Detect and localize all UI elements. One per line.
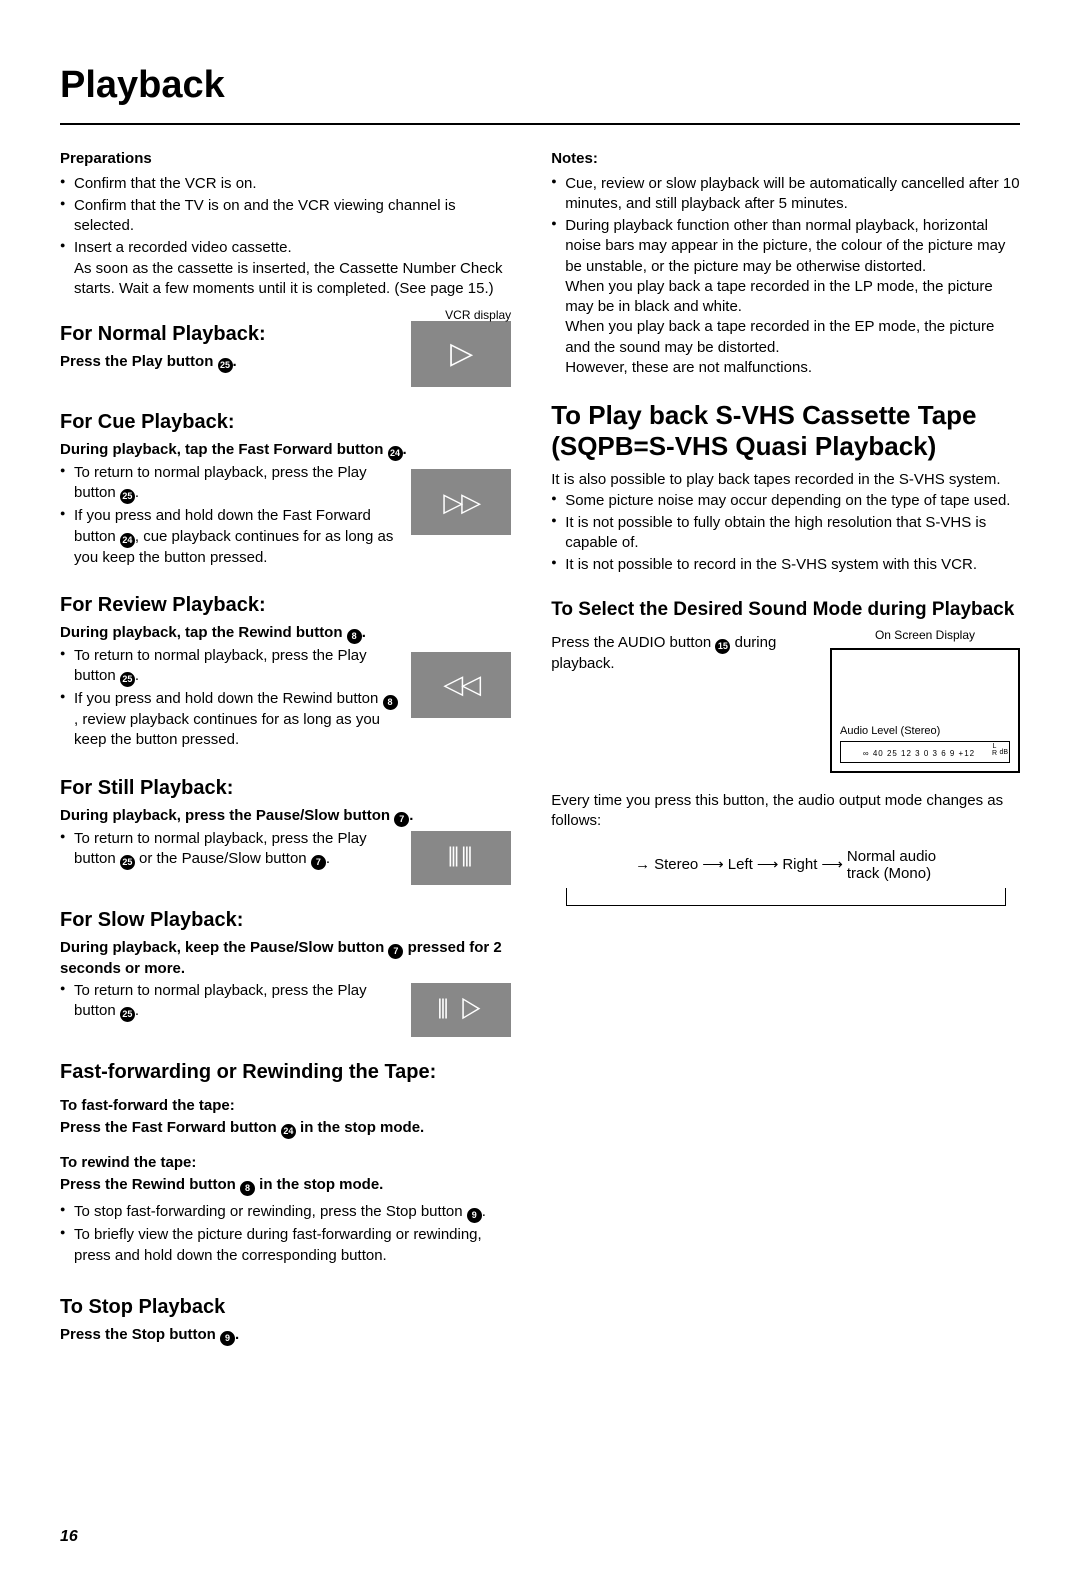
- rw-instruction: Press the Rewind button 8 in the stop mo…: [60, 1175, 511, 1196]
- arrow-icon: ⟶: [702, 855, 724, 875]
- list-item: During playback function other than norm…: [551, 216, 1020, 378]
- ref-icon: 8: [383, 695, 398, 710]
- page-title: Playback: [60, 60, 1020, 125]
- notes-heading: Notes:: [551, 149, 1020, 169]
- sound-mode-section: To Select the Desired Sound Mode during …: [551, 598, 1020, 906]
- ref-icon: 24: [281, 1124, 296, 1139]
- ff-rew-section: Fast-forwarding or Rewinding the Tape: T…: [60, 1059, 511, 1266]
- still-playback-instruction: During playback, press the Pause/Slow bu…: [60, 806, 511, 827]
- ref-icon: 7: [311, 855, 326, 870]
- ref-icon: 9: [467, 1208, 482, 1223]
- slow-playback-section: For Slow Playback: During playback, keep…: [60, 907, 511, 1037]
- ffrew-list: To stop fast-forwarding or rewinding, pr…: [60, 1202, 511, 1266]
- review-playback-section: For Review Playback: During playback, ta…: [60, 592, 511, 753]
- flow-loop-line: [566, 888, 1006, 906]
- preparations-section: Preparations Confirm that the VCR is on.…: [60, 149, 511, 299]
- notes-section: Notes: Cue, review or slow playback will…: [551, 149, 1020, 378]
- rw-label: To rewind the tape:: [60, 1153, 511, 1173]
- list-item: It is not possible to record in the S-VH…: [551, 555, 1020, 575]
- arrow-icon: →: [635, 855, 650, 875]
- review-list: To return to normal playback, press the …: [60, 646, 511, 751]
- ref-icon: 15: [715, 639, 730, 654]
- ff-label: To fast-forward the tape:: [60, 1096, 511, 1116]
- list-item: To return to normal playback, press the …: [60, 829, 511, 870]
- ff-instruction: Press the Fast Forward button 24 in the …: [60, 1118, 511, 1139]
- left-column: Preparations Confirm that the VCR is on.…: [60, 149, 511, 1547]
- review-playback-instruction: During playback, tap the Rewind button 8…: [60, 623, 511, 644]
- arrow-icon: ⟶: [821, 855, 843, 875]
- svhs-section: To Play back S-VHS Cassette Tape (SQPB=S…: [551, 400, 1020, 576]
- list-item: Some picture noise may occur depending o…: [551, 491, 1020, 511]
- flow-left: Left: [728, 855, 753, 875]
- prep-item: Insert a recorded video cassette. As soo…: [60, 238, 511, 299]
- vcr-display-label: VCR display: [445, 307, 511, 323]
- ref-icon: 25: [218, 358, 233, 373]
- still-playback-section: For Still Playback: During playback, pre…: [60, 775, 511, 885]
- still-playback-heading: For Still Playback:: [60, 775, 511, 802]
- list-item: It is not possible to fully obtain the h…: [551, 513, 1020, 554]
- svhs-intro: It is also possible to play back tapes r…: [551, 470, 1020, 490]
- flow-right: Right: [782, 855, 817, 875]
- notes-list: Cue, review or slow playback will be aut…: [551, 174, 1020, 379]
- svhs-heading: To Play back S-VHS Cassette Tape (SQPB=S…: [551, 400, 1020, 462]
- prep-item: Confirm that the TV is on and the VCR vi…: [60, 196, 511, 237]
- ref-icon: 24: [120, 533, 135, 548]
- ref-icon: 8: [240, 1181, 255, 1196]
- normal-playback-section: VCR display ▷ For Normal Playback: Press…: [60, 321, 511, 387]
- arrow-icon: ⟶: [757, 855, 779, 875]
- list-item: To stop fast-forwarding or rewinding, pr…: [60, 1202, 511, 1223]
- flow-mono: Normal audio track (Mono): [847, 849, 936, 882]
- vcr-display-play-icon: ▷: [411, 321, 511, 387]
- list-item: Cue, review or slow playback will be aut…: [551, 174, 1020, 215]
- ff-rew-heading: Fast-forwarding or Rewinding the Tape:: [60, 1059, 511, 1086]
- osd-group: On Screen Display Audio Level (Stereo) L…: [830, 627, 1020, 772]
- stop-playback-section: To Stop Playback Press the Stop button 9…: [60, 1294, 511, 1346]
- list-item: If you press and hold down the Fast Forw…: [60, 506, 511, 568]
- prep-item: Confirm that the VCR is on.: [60, 174, 511, 194]
- cue-playback-heading: For Cue Playback:: [60, 409, 511, 436]
- preparations-list: Confirm that the VCR is on. Confirm that…: [60, 174, 511, 300]
- ref-icon: 24: [388, 446, 403, 461]
- ref-icon: 8: [347, 629, 362, 644]
- review-playback-heading: For Review Playback:: [60, 592, 511, 619]
- sound-mode-heading: To Select the Desired Sound Mode during …: [551, 598, 1020, 622]
- flow-stereo: Stereo: [654, 855, 698, 875]
- osd-db: dB: [999, 748, 1008, 757]
- osd-title: Audio Level (Stereo): [840, 724, 1010, 739]
- list-item: To return to normal playback, press the …: [60, 646, 511, 687]
- audio-mode-flow: → Stereo ⟶ Left ⟶ Right ⟶ Normal audio t…: [551, 831, 1020, 906]
- page-number: 16: [60, 1526, 511, 1548]
- preparations-heading: Preparations: [60, 149, 511, 169]
- ref-icon: 7: [394, 812, 409, 827]
- cue-list: To return to normal playback, press the …: [60, 463, 511, 568]
- stop-playback-instruction: Press the Stop button 9.: [60, 1325, 511, 1346]
- slow-playback-heading: For Slow Playback:: [60, 907, 511, 934]
- ref-icon: 25: [120, 1007, 135, 1022]
- right-column: Notes: Cue, review or slow playback will…: [551, 149, 1020, 1547]
- osd-box: Audio Level (Stereo) LR ∞ 40 25 12 3 0 3…: [830, 648, 1020, 773]
- slow-list: To return to normal playback, press the …: [60, 981, 511, 1022]
- osd-ticks: ∞ 40 25 12 3 0 3 6 9 +12: [843, 749, 995, 760]
- content-columns: Preparations Confirm that the VCR is on.…: [60, 149, 1020, 1547]
- ref-icon: 7: [388, 944, 403, 959]
- list-item: To briefly view the picture during fast-…: [60, 1225, 511, 1266]
- osd-label: On Screen Display: [830, 627, 1020, 643]
- cue-playback-section: For Cue Playback: During playback, tap t…: [60, 409, 511, 570]
- stop-playback-heading: To Stop Playback: [60, 1294, 511, 1321]
- list-item: To return to normal playback, press the …: [60, 463, 511, 504]
- still-list: To return to normal playback, press the …: [60, 829, 511, 870]
- slow-playback-instruction: During playback, keep the Pause/Slow but…: [60, 938, 511, 979]
- ref-icon: 9: [220, 1331, 235, 1346]
- cue-playback-instruction: During playback, tap the Fast Forward bu…: [60, 440, 511, 461]
- list-item: If you press and hold down the Rewind bu…: [60, 689, 511, 751]
- list-item: To return to normal playback, press the …: [60, 981, 511, 1022]
- ref-icon: 25: [120, 855, 135, 870]
- osd-meter: LR ∞ 40 25 12 3 0 3 6 9 +12 dB: [840, 741, 1010, 763]
- ref-icon: 25: [120, 489, 135, 504]
- svhs-list: Some picture noise may occur depending o…: [551, 491, 1020, 576]
- ref-icon: 25: [120, 672, 135, 687]
- cycle-text: Every time you press this button, the au…: [551, 791, 1020, 832]
